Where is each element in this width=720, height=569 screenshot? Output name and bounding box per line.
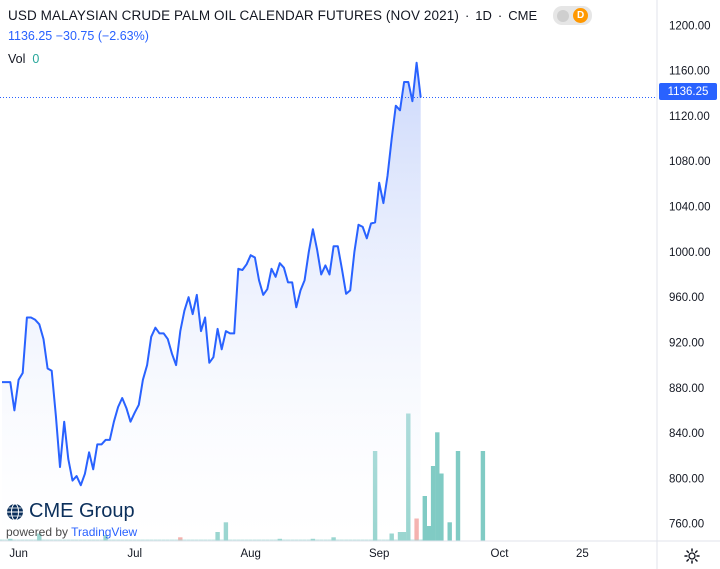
volume-bar [430,466,436,541]
chart-legend: USD MALAYSIAN CRUDE PALM OIL CALENDAR FU… [8,6,593,66]
exchange: CME [508,8,538,23]
y-tick-label: 840.00 [669,428,704,440]
x-tick-label: Oct [491,548,510,560]
status-dot-icon [557,9,570,22]
powered-by: powered by TradingView [6,525,137,539]
symbol-title[interactable]: USD MALAYSIAN CRUDE PALM OIL CALENDAR FU… [8,8,459,23]
y-tick-label: 760.00 [669,519,704,531]
volume-label[interactable]: Vol [8,52,26,66]
y-tick-label: 1080.00 [669,156,711,168]
legend-separator: · [497,8,503,23]
price-area [2,62,421,541]
provider-name[interactable]: TradingView [71,525,138,539]
x-tick-label: Jun [9,548,28,560]
x-tick-label: Jul [127,548,142,560]
legend-separator: · [464,8,470,23]
price-line [2,61,422,487]
volume-bar [426,526,432,541]
y-tick-label: 1040.00 [669,202,711,214]
volume-bar [480,451,486,541]
x-tick-label: 25 [576,548,589,560]
brand-name: CME Group [29,500,135,522]
x-tick-label: Aug [240,548,260,560]
y-tick-label: 960.00 [669,292,704,304]
volume-bar [439,473,444,541]
last-price: 1136.25 [8,29,53,43]
x-axis: Jun Jul Aug Sep Oct 25 [9,548,588,560]
last-price-tag: 1136.25 [659,83,717,100]
volume-value: 0 [32,52,40,66]
volume-bar [435,432,440,542]
interval[interactable]: 1D [475,8,492,23]
volume-bar [455,451,461,541]
y-tick-label: 1200.00 [669,20,711,32]
y-tick-label: 1000.00 [669,247,711,259]
gear-icon[interactable] [684,548,700,564]
y-tick-label: 920.00 [669,338,704,350]
volume-bar [447,522,452,542]
delayed-badge: D [573,8,589,23]
x-tick-label: Sep [369,548,389,560]
cme-globe-icon [7,503,23,520]
y-tick-label: 1120.00 [669,111,710,123]
y-axis: 1200.00 1160.00 1120.00 1080.00 1040.00 1000.… [669,20,711,530]
volume-bar [422,496,427,541]
price-change-percent: (−2.63%) [97,29,149,43]
powered-by-label: powered by [6,525,69,539]
market-status-badge[interactable]: D [553,6,593,25]
volume-legend: Vol 0 [8,52,592,66]
brand-logo[interactable]: CME Group powered by TradingView [6,500,137,539]
quote-row: 1136.25 −30.75 (−2.63%) [8,29,592,43]
y-tick-label: 880.00 [669,383,704,395]
price-change: −30.75 [55,29,95,43]
y-tick-label: 1160.00 [669,66,710,78]
y-tick-label: 800.00 [669,473,704,485]
